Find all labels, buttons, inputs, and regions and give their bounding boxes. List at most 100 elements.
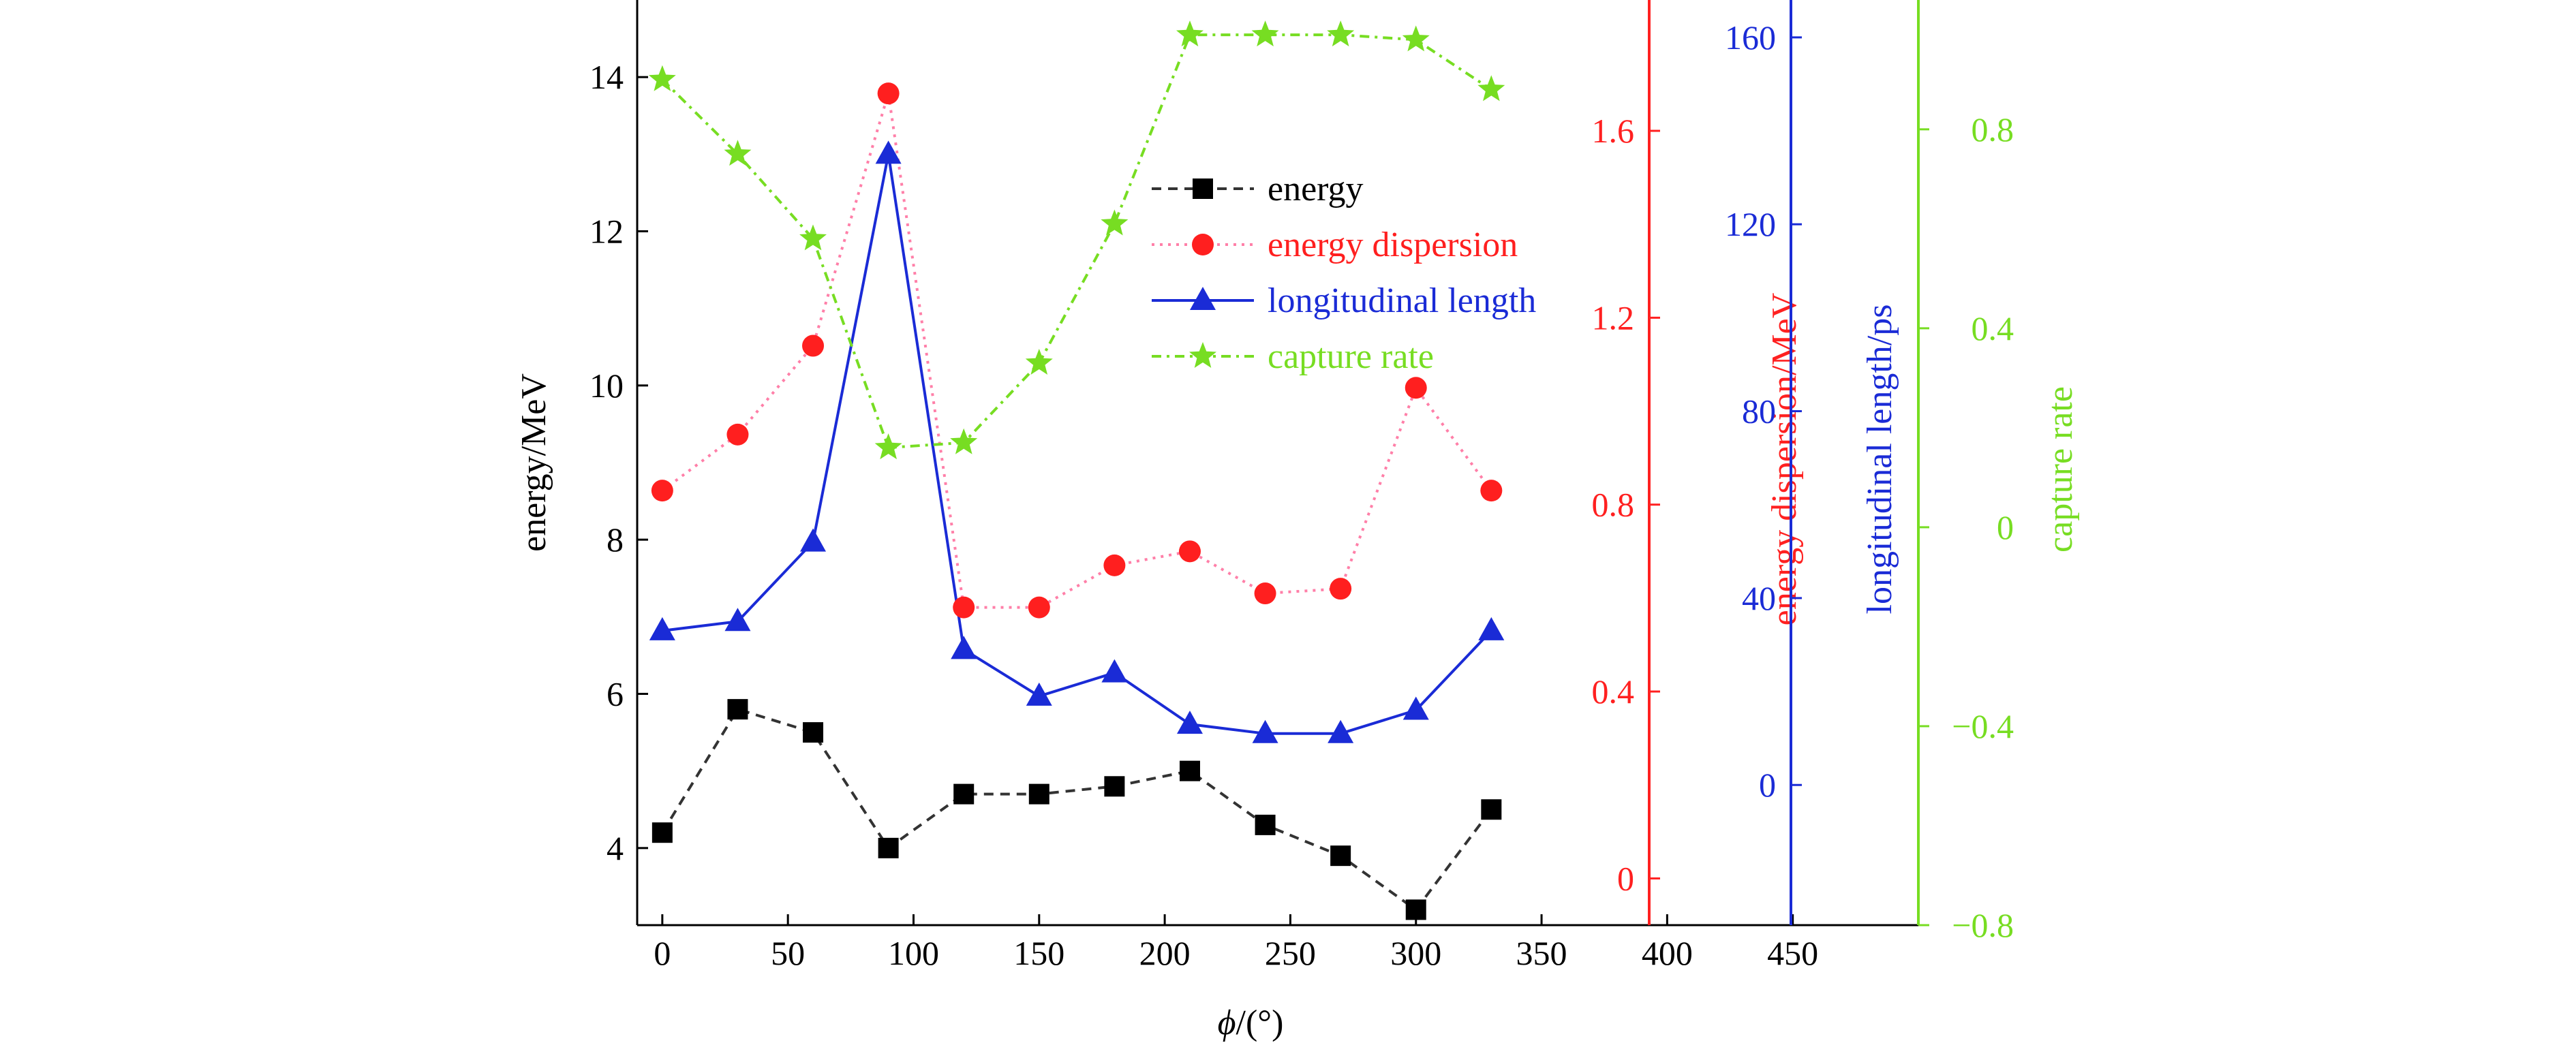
data-point-energy-dispersion bbox=[1178, 540, 1201, 563]
data-point-longitudinal-length bbox=[1402, 696, 1429, 720]
length-axis-title: longitudinal length/ps bbox=[1860, 305, 1899, 614]
x-tick-label: 100 bbox=[888, 934, 939, 972]
data-point-energy bbox=[1481, 799, 1502, 820]
data-point-energy-dispersion bbox=[1330, 578, 1352, 600]
legend-label-energy: energy bbox=[1268, 170, 1364, 208]
legend-label-capture-rate: capture rate bbox=[1268, 337, 1434, 376]
x-tick-label: 300 bbox=[1390, 934, 1441, 972]
plot-frame bbox=[636, 0, 1918, 927]
data-point-energy bbox=[1104, 776, 1125, 797]
legend-marker-capture-rate bbox=[1189, 342, 1216, 368]
data-point-energy-dispersion bbox=[1405, 377, 1427, 399]
data-point-energy-dispersion bbox=[651, 480, 673, 502]
data-point-capture-rate bbox=[1025, 349, 1053, 375]
data-point-capture-rate bbox=[1327, 20, 1355, 47]
data-point-energy bbox=[727, 699, 748, 720]
data-point-longitudinal-length bbox=[951, 636, 977, 659]
dispersion-axis-tick-label: 0.8 bbox=[1592, 486, 1635, 524]
legend-label-energy-dispersion: energy dispersion bbox=[1268, 225, 1518, 264]
x-tick-label: 200 bbox=[1139, 934, 1191, 972]
capture-axis-tick-label: 0.8 bbox=[1972, 110, 2014, 149]
x-tick-label: 450 bbox=[1767, 934, 1818, 972]
data-point-longitudinal-length bbox=[1101, 659, 1128, 683]
dispersion-axis-tick-label: 1.6 bbox=[1592, 112, 1635, 150]
data-point-longitudinal-length bbox=[1176, 711, 1203, 734]
data-point-longitudinal-length bbox=[1026, 682, 1052, 706]
data-point-capture-rate bbox=[1101, 209, 1129, 236]
energy-axis-tick-label: 10 bbox=[589, 367, 624, 405]
legend-marker-energy bbox=[1193, 178, 1213, 199]
energy-axis-tick-label: 4 bbox=[607, 829, 624, 867]
series-line-capture-rate bbox=[661, 33, 1492, 450]
data-point-capture-rate bbox=[648, 65, 676, 91]
capture-axis-tick-label: −0.8 bbox=[1952, 906, 2014, 944]
data-point-energy bbox=[1179, 760, 1200, 781]
data-point-energy-dispersion bbox=[1103, 554, 1126, 576]
x-tick-label: 400 bbox=[1642, 934, 1693, 972]
length-axis-tick-label: 0 bbox=[1759, 766, 1776, 804]
data-point-longitudinal-length bbox=[649, 617, 675, 640]
energy-axis-tick-label: 12 bbox=[589, 213, 624, 251]
axes: 0 50 100 150 200 250 300 350 400 450ϕ/(°)46810121… bbox=[515, 0, 2080, 1042]
series-lines bbox=[661, 33, 1492, 912]
dispersion-axis-tick-label: 0 bbox=[1617, 859, 1634, 897]
capture-axis-title: capture rate bbox=[2041, 386, 2080, 552]
energy-axis-tick-label: 8 bbox=[607, 520, 624, 559]
dispersion-axis-tick-label: 1.2 bbox=[1592, 298, 1635, 337]
data-point-energy-dispersion bbox=[802, 334, 825, 357]
data-point-energy bbox=[878, 837, 899, 858]
data-point-longitudinal-length bbox=[1478, 617, 1505, 640]
legend-marker-energy-dispersion bbox=[1192, 234, 1214, 255]
legend-marker-longitudinal-length bbox=[1190, 287, 1216, 310]
data-point-capture-rate bbox=[724, 140, 752, 166]
data-point-capture-rate bbox=[1176, 20, 1203, 47]
data-point-energy-dispersion bbox=[726, 423, 749, 446]
x-tick-label: 250 bbox=[1265, 934, 1316, 972]
data-point-energy-dispersion bbox=[953, 596, 975, 619]
data-point-longitudinal-length bbox=[1252, 719, 1278, 743]
capture-axis-tick-label: 0 bbox=[1997, 508, 2014, 546]
length-axis-tick-label: 40 bbox=[1742, 579, 1776, 617]
energy-axis-tick-label: 6 bbox=[607, 675, 624, 713]
data-point-longitudinal-length bbox=[875, 140, 902, 164]
data-point-capture-rate bbox=[1402, 25, 1430, 52]
capture-axis-tick-label: −0.4 bbox=[1952, 707, 2014, 745]
data-point-energy bbox=[1255, 814, 1276, 835]
energy-axis-tick-label: 14 bbox=[589, 58, 624, 96]
data-point-capture-rate bbox=[950, 428, 978, 454]
x-tick-label: 0 bbox=[654, 934, 671, 972]
legend: energy energy dispersion longitudinal leng… bbox=[1152, 170, 1536, 376]
legend-label-longitudinal-length: longitudinal length bbox=[1268, 281, 1536, 320]
series-line-energy bbox=[661, 707, 1492, 912]
energy-axis-title: energy/MeV bbox=[515, 373, 553, 552]
data-point-capture-rate bbox=[1251, 20, 1279, 47]
data-point-capture-rate bbox=[1477, 75, 1505, 102]
x-axis-title: ϕ/(°) bbox=[1218, 1003, 1284, 1042]
data-point-energy bbox=[651, 822, 673, 843]
data-point-longitudinal-length bbox=[800, 528, 827, 552]
data-point-energy-dispersion bbox=[1254, 582, 1276, 605]
data-point-energy bbox=[953, 783, 975, 805]
data-point-energy-dispersion bbox=[877, 82, 900, 105]
data-point-capture-rate bbox=[799, 224, 827, 251]
data-point-energy bbox=[803, 722, 824, 743]
length-axis-tick-label: 160 bbox=[1725, 18, 1776, 57]
data-point-energy bbox=[1330, 845, 1351, 867]
series-markers bbox=[648, 20, 1505, 920]
length-axis-tick-label: 80 bbox=[1742, 392, 1776, 431]
data-point-energy bbox=[1028, 783, 1049, 805]
data-point-energy-dispersion bbox=[1480, 480, 1503, 502]
data-point-longitudinal-length bbox=[724, 608, 751, 632]
x-tick-label: 350 bbox=[1516, 934, 1567, 972]
x-tick-label: 150 bbox=[1013, 934, 1064, 972]
length-axis-tick-label: 120 bbox=[1725, 205, 1776, 243]
dispersion-axis-tick-label: 0.4 bbox=[1592, 672, 1635, 711]
series-line-longitudinal-length bbox=[662, 153, 1492, 735]
data-point-longitudinal-length bbox=[1328, 719, 1354, 743]
x-tick-label: 50 bbox=[771, 934, 805, 972]
data-point-energy-dispersion bbox=[1028, 596, 1050, 619]
capture-axis-tick-label: 0.4 bbox=[1972, 309, 2014, 347]
dispersion-axis-title: energy dispersion/MeV bbox=[1765, 293, 1804, 626]
data-point-capture-rate bbox=[874, 433, 902, 460]
